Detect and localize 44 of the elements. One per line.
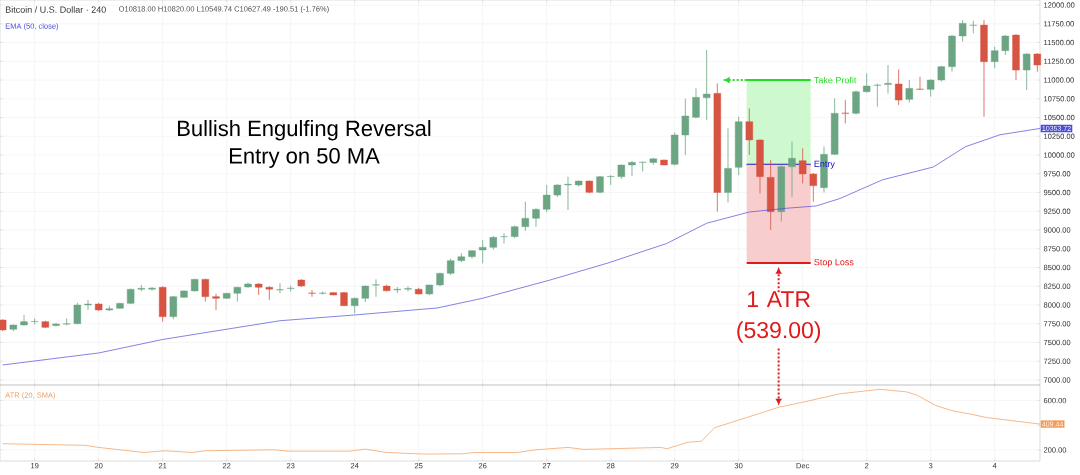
candlestick — [276, 282, 284, 294]
series-label: Take Profit — [814, 76, 857, 84]
candlestick — [702, 49, 711, 121]
candlestick — [265, 285, 273, 301]
annotation: 1 ATR (539.00) — [737, 291, 821, 343]
annotation: Entry on 50 MA — [229, 148, 380, 168]
candlestick — [798, 147, 807, 184]
candlestick — [809, 172, 817, 203]
candlestick — [990, 46, 999, 69]
candlestick — [521, 201, 529, 232]
candlestick — [905, 79, 913, 103]
candlestick — [692, 87, 700, 119]
candlestick — [542, 184, 551, 213]
candlestick — [1001, 34, 1009, 56]
candlestick — [404, 285, 412, 292]
candlestick — [958, 19, 967, 43]
candlestick — [1033, 52, 1041, 73]
candlestick — [84, 299, 92, 311]
candlestick — [372, 278, 380, 298]
candlestick — [969, 20, 977, 34]
candlestick — [788, 141, 796, 198]
candlestick — [841, 99, 849, 124]
candlestick — [628, 160, 636, 177]
candlestick — [894, 68, 903, 106]
text: Bitcoin / U.S. Dollar · 240 — [5, 6, 106, 13]
candlestick — [916, 76, 924, 91]
series-label: Stop Loss — [814, 258, 854, 268]
candlestick — [862, 72, 871, 94]
candlestick — [884, 64, 892, 94]
candlestick — [31, 318, 39, 325]
candlestick — [1022, 52, 1031, 91]
candlestick — [479, 239, 487, 264]
candlestick — [745, 107, 753, 156]
candlestick — [638, 161, 647, 172]
annotation: Bullish Engulfing Reversal — [178, 120, 431, 141]
candlestick — [532, 207, 540, 228]
candlestick — [607, 174, 615, 186]
candlestick — [681, 98, 689, 156]
candlestick — [500, 232, 508, 244]
candlestick — [564, 176, 572, 211]
candlestick — [20, 314, 28, 327]
candlestick — [212, 293, 220, 311]
candlestick — [63, 318, 71, 326]
candlestick — [308, 289, 316, 298]
